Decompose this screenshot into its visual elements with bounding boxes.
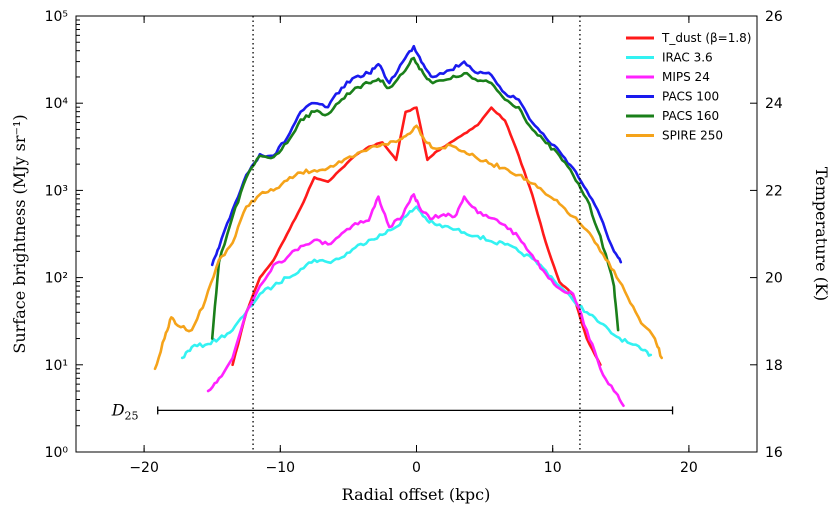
y-tick-label-left: 10²: [45, 271, 68, 287]
y-axis-label-right: Temperature (K): [812, 167, 830, 301]
x-tick-label: 20: [680, 460, 698, 476]
x-tick-label: 10: [544, 460, 562, 476]
series-line-3: [210, 44, 623, 267]
series-line-0: [231, 106, 602, 367]
legend-label-3: PACS 100: [662, 90, 719, 104]
x-axis-label: Radial offset (kpc): [342, 485, 491, 504]
d25-label-subscript: 25: [125, 409, 139, 422]
y-tick-label-left: 10⁴: [45, 96, 69, 112]
legend-label-4: PACS 160: [662, 109, 719, 123]
reference-lines: D25: [111, 16, 674, 452]
series-line-4: [210, 56, 620, 340]
y-axis-label-left: Surface brightness (MJy sr⁻¹): [10, 114, 29, 353]
d25-label: D25: [111, 400, 139, 422]
y-tick-label-right: 16: [765, 445, 783, 461]
x-tick-label: −10: [266, 460, 296, 476]
legend-label-1: IRAC 3.6: [662, 51, 713, 65]
x-tick-label: −20: [129, 460, 159, 476]
series-line-1: [180, 205, 653, 360]
y-tick-label-left: 10⁰: [45, 445, 69, 461]
y-tick-label-right: 18: [765, 358, 783, 374]
y-tick-label-left: 10³: [45, 183, 68, 199]
y-tick-label-right: 26: [765, 9, 783, 25]
legend-label-2: MIPS 24: [662, 70, 710, 84]
x-tick-label: 0: [412, 460, 421, 476]
legend-label-5: SPIRE 250: [662, 129, 723, 143]
series-line-5: [153, 124, 664, 371]
y-tick-label-left: 10¹: [45, 358, 68, 374]
plot-frame: [75, 15, 758, 453]
y-tick-label-right: 24: [765, 96, 783, 112]
y-tick-label-right: 22: [765, 183, 783, 199]
y-tick-label-left: 10⁵: [45, 9, 68, 25]
y-tick-label-right: 20: [765, 271, 783, 287]
axis-ticks: −20 −10 0 10 20 10⁰ 10¹ 10² 10³ 10⁴ 10⁵ 16 18 20 22 24 2…: [45, 9, 783, 476]
legend: T_dust (β=1.8) IRAC 3.6 MIPS 24 PACS 100 PAC…: [626, 31, 751, 143]
series-lines: [153, 44, 664, 408]
series-line-2: [206, 193, 625, 408]
legend-label-0: T_dust (β=1.8): [661, 31, 751, 45]
